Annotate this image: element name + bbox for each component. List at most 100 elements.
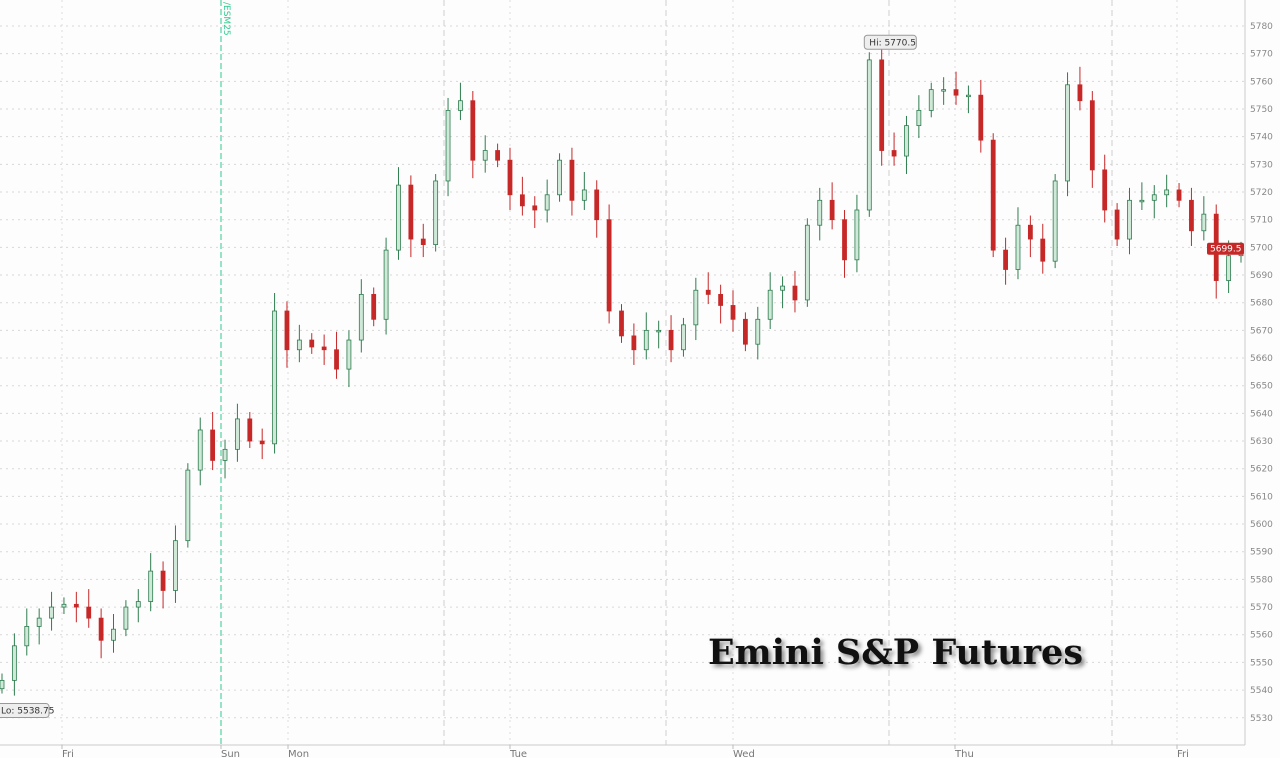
y-tick-label: 5590	[1250, 548, 1273, 558]
y-tick-label: 5530	[1250, 714, 1273, 724]
chart-title-watermark: Emini S&P Futures	[708, 632, 1084, 673]
candle-up	[272, 310, 277, 445]
y-tick-label: 5730	[1250, 160, 1273, 170]
y-tick-label: 5760	[1250, 77, 1273, 87]
grid	[0, 0, 1245, 745]
candle-up	[817, 199, 823, 226]
candle-down	[98, 617, 104, 641]
candle-up	[804, 224, 810, 301]
y-tick-label: 5600	[1250, 520, 1273, 530]
candle-up	[581, 189, 587, 201]
y-axis: 5530 5540 5550 5560 5570 5580 5590 5600 5610 5620…	[1244, 0, 1273, 745]
candle-down	[606, 219, 612, 312]
candle-up	[1164, 189, 1170, 196]
candle-up	[24, 626, 30, 647]
contract-roll-label: /ESM25	[221, 2, 231, 36]
last-price-label: 5699.5	[1210, 245, 1242, 255]
y-tick-label: 5560	[1250, 631, 1273, 641]
y-tick-label: 5690	[1250, 271, 1273, 281]
candle-up	[185, 469, 191, 542]
candle-up	[928, 89, 934, 111]
candle-up	[780, 285, 785, 291]
annotations: /ESM25 Hi: 5770.5 Lo: 5538.75 5699.5	[0, 2, 1244, 719]
candle-up	[148, 570, 154, 602]
candle-up	[755, 318, 761, 345]
candle-up	[916, 109, 922, 127]
high-label: Hi: 5770.5	[869, 38, 916, 48]
candle-up	[433, 180, 439, 245]
y-tick-label: 5710	[1250, 216, 1273, 226]
candle-down	[160, 570, 166, 591]
candle-down	[1102, 169, 1108, 211]
candle-up	[941, 89, 947, 92]
candle-down	[519, 194, 525, 207]
candle-up	[197, 429, 203, 471]
candle-down	[743, 318, 748, 345]
candle-up	[1139, 199, 1145, 203]
candle-down	[990, 139, 996, 251]
candle-down	[334, 349, 339, 370]
candle-up	[135, 601, 141, 608]
candle-up	[1127, 199, 1132, 240]
candle-up	[0, 679, 5, 690]
candle-down	[1003, 249, 1008, 270]
candle-up	[36, 617, 42, 627]
candle-down	[86, 606, 92, 619]
candle-down	[891, 150, 897, 157]
candle-down	[619, 310, 624, 337]
y-tick-label: 5650	[1250, 382, 1273, 392]
candle-down	[730, 305, 736, 320]
y-tick-label: 5670	[1250, 326, 1273, 336]
y-tick-label: 5610	[1250, 492, 1273, 502]
candle-up	[358, 293, 364, 341]
candle-up	[693, 289, 699, 326]
candle-up	[767, 289, 773, 320]
x-tick-label: Sun	[221, 749, 240, 758]
candle-down	[792, 285, 798, 301]
candle-up	[1052, 180, 1058, 262]
candle-down	[259, 440, 265, 445]
candle-down	[718, 293, 724, 306]
y-tick-label: 5700	[1250, 243, 1273, 253]
candle-down	[594, 189, 600, 221]
candle-up	[681, 324, 686, 351]
y-tick-label: 5630	[1250, 437, 1273, 447]
y-tick-label: 5780	[1250, 22, 1273, 32]
y-tick-label: 5750	[1250, 105, 1273, 115]
candle-up	[1151, 194, 1157, 201]
candle-down	[842, 219, 847, 261]
candle-up	[656, 329, 662, 333]
y-tick-label: 5570	[1250, 603, 1273, 613]
candle-down	[569, 159, 575, 201]
x-axis: Fri Sun Mon Tue Wed Thu Fri	[0, 744, 1245, 758]
candle-up	[904, 125, 909, 157]
candle-down	[1089, 100, 1095, 171]
low-label-box	[0, 703, 50, 719]
y-tick-label: 5550	[1250, 658, 1273, 668]
candle-up	[866, 59, 872, 211]
candle-up	[173, 540, 178, 591]
candle-up	[544, 194, 550, 211]
x-tick-label: Mon	[288, 749, 309, 758]
candle-down	[495, 150, 501, 161]
y-tick-label: 5620	[1250, 465, 1273, 475]
candle-up	[396, 184, 401, 251]
candle-down	[978, 94, 984, 141]
candle-down	[284, 310, 290, 351]
candle-down	[668, 329, 674, 351]
candle-down	[247, 418, 253, 442]
candle-up	[123, 606, 129, 630]
candle-down	[1077, 84, 1083, 102]
candle-down	[1189, 199, 1194, 232]
candle-down	[829, 199, 835, 221]
x-tick-label: Thu	[954, 749, 974, 758]
y-tick-label: 5720	[1250, 188, 1273, 198]
x-tick-label: Fri	[1177, 749, 1189, 758]
candle-up	[346, 339, 352, 370]
candle-up	[1226, 255, 1232, 281]
candle-down	[408, 184, 414, 240]
y-tick-label: 5580	[1250, 575, 1273, 585]
candle-down	[705, 289, 711, 295]
candle-down	[420, 238, 426, 245]
